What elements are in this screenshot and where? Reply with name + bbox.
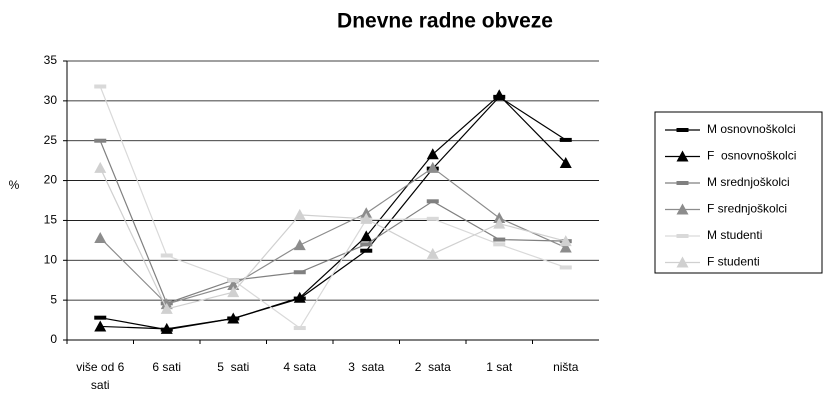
data-point bbox=[293, 270, 306, 275]
legend-marker bbox=[676, 234, 689, 238]
data-point bbox=[559, 241, 572, 253]
data-point bbox=[493, 89, 506, 101]
data-point bbox=[160, 302, 173, 314]
data-point bbox=[94, 320, 107, 332]
y-tick-label: 30 bbox=[44, 93, 58, 107]
x-tick-label: ništa bbox=[553, 360, 579, 374]
y-axis-label: % bbox=[9, 178, 20, 192]
x-tick-label: 4 sata bbox=[283, 360, 317, 374]
y-tick-label: 20 bbox=[44, 173, 58, 187]
chart-title: Dnevne radne obveze bbox=[337, 10, 553, 33]
data-point bbox=[559, 235, 572, 247]
data-point bbox=[493, 212, 506, 224]
data-point bbox=[360, 242, 373, 247]
data-point bbox=[160, 322, 173, 334]
data-point bbox=[360, 230, 373, 242]
data-point bbox=[227, 286, 240, 298]
x-tick-label: više od 6 sati bbox=[76, 360, 128, 392]
legend-marker bbox=[676, 203, 689, 215]
data-point bbox=[360, 212, 373, 224]
data-point bbox=[94, 315, 107, 320]
data-point bbox=[293, 326, 306, 331]
data-point bbox=[360, 207, 373, 219]
x-tick-label: 2 sata bbox=[414, 360, 451, 374]
legend-label: F osnovnoškolci bbox=[707, 149, 796, 163]
data-point bbox=[94, 231, 107, 243]
y-tick-label: 15 bbox=[44, 213, 58, 227]
data-point bbox=[293, 208, 306, 220]
data-point bbox=[426, 199, 439, 204]
data-point bbox=[227, 312, 240, 324]
data-point bbox=[293, 291, 306, 303]
legend-marker bbox=[676, 128, 689, 132]
y-tick-label: 25 bbox=[44, 133, 58, 147]
data-point bbox=[559, 265, 572, 270]
series-line bbox=[100, 94, 567, 330]
data-point bbox=[493, 237, 506, 242]
series-line bbox=[99, 167, 566, 310]
data-point bbox=[293, 239, 306, 251]
legend-box bbox=[654, 111, 823, 274]
series-line bbox=[99, 86, 566, 329]
data-point bbox=[94, 84, 107, 89]
y-tick-label: 10 bbox=[44, 252, 58, 266]
y-tick-label: 0 bbox=[50, 332, 57, 346]
data-point bbox=[160, 253, 173, 258]
data-point bbox=[227, 278, 240, 290]
data-point bbox=[426, 161, 439, 173]
series-line bbox=[99, 167, 566, 305]
data-point bbox=[493, 242, 506, 247]
legend-marker bbox=[676, 150, 689, 162]
x-tick-label: 3 sata bbox=[348, 360, 385, 374]
data-point bbox=[559, 137, 572, 142]
legend-label: F srednjoškolci bbox=[707, 202, 787, 216]
y-tick-label: 35 bbox=[44, 53, 58, 67]
data-point bbox=[559, 157, 572, 169]
data-point bbox=[360, 248, 373, 253]
legend-marker bbox=[676, 256, 689, 268]
data-point bbox=[94, 161, 107, 173]
x-tick-label: 6 sati bbox=[152, 360, 182, 374]
legend-marker bbox=[676, 181, 689, 185]
series-line bbox=[99, 140, 566, 305]
y-tick-label: 5 bbox=[50, 292, 57, 306]
legend-label: M studenti bbox=[707, 228, 762, 242]
x-tick-label: 1 sat bbox=[486, 360, 513, 374]
data-point bbox=[426, 247, 439, 259]
data-point bbox=[493, 217, 506, 229]
x-tick-label: 5 sati bbox=[217, 360, 250, 374]
data-point bbox=[426, 148, 439, 160]
data-point bbox=[426, 216, 439, 221]
legend-label: M srednjoškolci bbox=[707, 175, 790, 189]
data-point bbox=[227, 278, 240, 283]
series-line bbox=[100, 96, 567, 331]
legend-label: F studenti bbox=[707, 255, 760, 269]
data-point bbox=[94, 138, 107, 143]
legend-label: M osnovnoškolci bbox=[707, 122, 796, 136]
